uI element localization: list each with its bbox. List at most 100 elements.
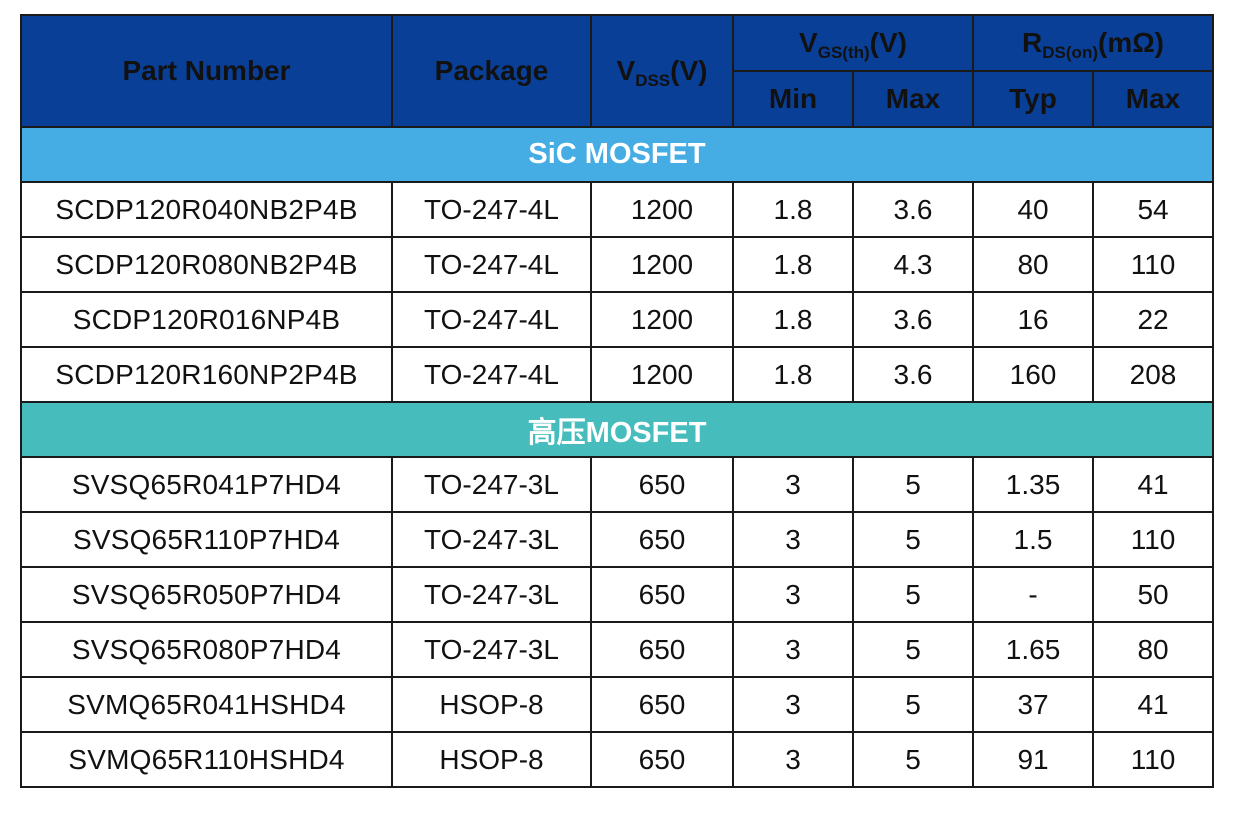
rds-unit: (mΩ)	[1098, 27, 1164, 58]
rds-typ-cell: 80	[972, 236, 1095, 293]
vgs-max-cell: 5	[851, 676, 975, 733]
rds-typ-cell: 160	[972, 346, 1095, 403]
rds-max-cell: 110	[1092, 731, 1215, 788]
vdss-unit: (V)	[670, 55, 708, 86]
vdss-cell: 650	[590, 621, 734, 678]
vgs-max-cell: 3.6	[851, 346, 975, 403]
header-rds-typ: Typ	[972, 70, 1095, 128]
table-row: SVSQ65R110P7HD4 TO-247-3L 650 3 5 1.5 11…	[20, 511, 1215, 568]
vgs-max-cell: 4.3	[851, 236, 975, 293]
rds-max-cell: 110	[1092, 236, 1215, 293]
part-number-cell: SVSQ65R041P7HD4	[20, 456, 393, 513]
vgs-min-cell: 3	[732, 731, 854, 788]
vdss-cell: 650	[590, 731, 734, 788]
vdss-symbol: V	[616, 55, 636, 86]
part-number-cell: SVMQ65R110HSHD4	[20, 731, 393, 788]
part-number-cell: SCDP120R016NP4B	[20, 291, 393, 348]
rds-max-cell: 41	[1092, 456, 1215, 513]
package-cell: TO-247-3L	[391, 566, 592, 623]
vgs-min-cell: 1.8	[732, 346, 854, 403]
vgs-min-cell: 3	[732, 566, 854, 623]
header-rds-on: RDS(on)(mΩ)	[972, 14, 1215, 72]
vgs-min-cell: 3	[732, 511, 854, 568]
part-number-cell: SVSQ65R050P7HD4	[20, 566, 393, 623]
table-row: SVSQ65R050P7HD4 TO-247-3L 650 3 5 - 50	[20, 566, 1215, 623]
table-row: SVMQ65R041HSHD4 HSOP-8 650 3 5 37 41	[20, 676, 1215, 733]
part-number-cell: SVSQ65R110P7HD4	[20, 511, 393, 568]
rds-max-cell: 208	[1092, 346, 1215, 403]
header-vgs-th: VGS(th)(V)	[731, 14, 975, 72]
package-cell: TO-247-4L	[391, 236, 592, 293]
table-row: SCDP120R016NP4B TO-247-4L 1200 1.8 3.6 1…	[20, 291, 1215, 348]
header-part-number: Part Number	[20, 14, 393, 128]
package-cell: HSOP-8	[391, 731, 592, 788]
part-number-cell: SCDP120R160NP2P4B	[20, 346, 393, 403]
rds-typ-cell: 1.35	[972, 456, 1095, 513]
vgs-max-cell: 5	[851, 456, 975, 513]
vgs-min-cell: 1.8	[732, 181, 854, 238]
section-title-high-voltage: 高压MOSFET	[19, 401, 1215, 458]
part-number-cell: SCDP120R040NB2P4B	[20, 181, 393, 238]
package-cell: TO-247-3L	[391, 511, 592, 568]
vgs-min-cell: 3	[732, 456, 854, 513]
vgs-max-cell: 5	[851, 731, 975, 788]
vgs-max-cell: 3.6	[851, 181, 975, 238]
rds-max-cell: 50	[1092, 566, 1215, 623]
vgs-max-cell: 5	[851, 621, 975, 678]
vdss-subscript: DSS	[635, 71, 671, 90]
rds-typ-cell: 1.5	[972, 511, 1095, 568]
rds-max-cell: 54	[1092, 181, 1215, 238]
package-cell: HSOP-8	[391, 676, 592, 733]
vgs-subscript: GS(th)	[817, 43, 870, 62]
part-number-cell: SVSQ65R080P7HD4	[20, 621, 393, 678]
package-cell: TO-247-4L	[391, 291, 592, 348]
rds-max-cell: 22	[1092, 291, 1215, 348]
package-cell: TO-247-4L	[391, 346, 592, 403]
header-row-sub: Min Max Typ Max	[21, 70, 1215, 128]
rds-typ-cell: 91	[972, 731, 1095, 788]
vdss-cell: 650	[590, 511, 734, 568]
table-row: SCDP120R160NP2P4B TO-247-4L 1200 1.8 3.6…	[20, 346, 1215, 403]
vgs-min-cell: 3	[732, 621, 854, 678]
header-vgs-min: Min	[732, 70, 854, 128]
rds-typ-cell: -	[972, 566, 1095, 623]
vdss-cell: 650	[590, 676, 734, 733]
vdss-cell: 1200	[590, 181, 734, 238]
package-cell: TO-247-3L	[391, 456, 592, 513]
vgs-unit: (V)	[869, 27, 907, 58]
vdss-cell: 650	[590, 456, 734, 513]
rds-max-cell: 110	[1092, 511, 1215, 568]
vgs-max-cell: 3.6	[851, 291, 975, 348]
vgs-min-cell: 1.8	[732, 236, 854, 293]
table-row: SVSQ65R041P7HD4 TO-247-3L 650 3 5 1.35 4…	[20, 456, 1215, 513]
vdss-cell: 1200	[590, 291, 734, 348]
vgs-max-cell: 5	[851, 566, 975, 623]
mosfet-spec-table: Part Number Package VDSS(V) VGS(th)(V) R…	[19, 14, 1215, 788]
rds-typ-cell: 37	[972, 676, 1095, 733]
section-row-sic: SiC MOSFET	[19, 126, 1215, 183]
vdss-cell: 1200	[590, 236, 734, 293]
table-row: SCDP120R040NB2P4B TO-247-4L 1200 1.8 3.6…	[20, 181, 1215, 238]
table-row: SVSQ65R080P7HD4 TO-247-3L 650 3 5 1.65 8…	[20, 621, 1215, 678]
rds-typ-cell: 1.65	[972, 621, 1095, 678]
header-rds-max: Max	[1092, 70, 1215, 128]
rds-max-cell: 41	[1092, 676, 1215, 733]
section-row-high-voltage: 高压MOSFET	[19, 401, 1215, 458]
vdss-cell: 650	[590, 566, 734, 623]
part-number-cell: SCDP120R080NB2P4B	[20, 236, 393, 293]
vgs-min-cell: 1.8	[732, 291, 854, 348]
vgs-max-cell: 5	[851, 511, 975, 568]
vgs-symbol: V	[799, 27, 818, 58]
vgs-min-cell: 3	[732, 676, 854, 733]
header-vdss: VDSS(V)	[590, 14, 734, 128]
header-package: Package	[391, 14, 592, 128]
rds-typ-cell: 40	[972, 181, 1095, 238]
header-row-top: Part Number Package VDSS(V) VGS(th)(V) R…	[20, 14, 1215, 128]
vdss-cell: 1200	[590, 346, 734, 403]
package-cell: TO-247-4L	[391, 181, 592, 238]
rds-typ-cell: 16	[972, 291, 1095, 348]
table-row: SVMQ65R110HSHD4 HSOP-8 650 3 5 91 110	[20, 731, 1215, 788]
section-title-sic: SiC MOSFET	[19, 126, 1215, 183]
rds-symbol: R	[1022, 27, 1043, 58]
package-cell: TO-247-3L	[391, 621, 592, 678]
